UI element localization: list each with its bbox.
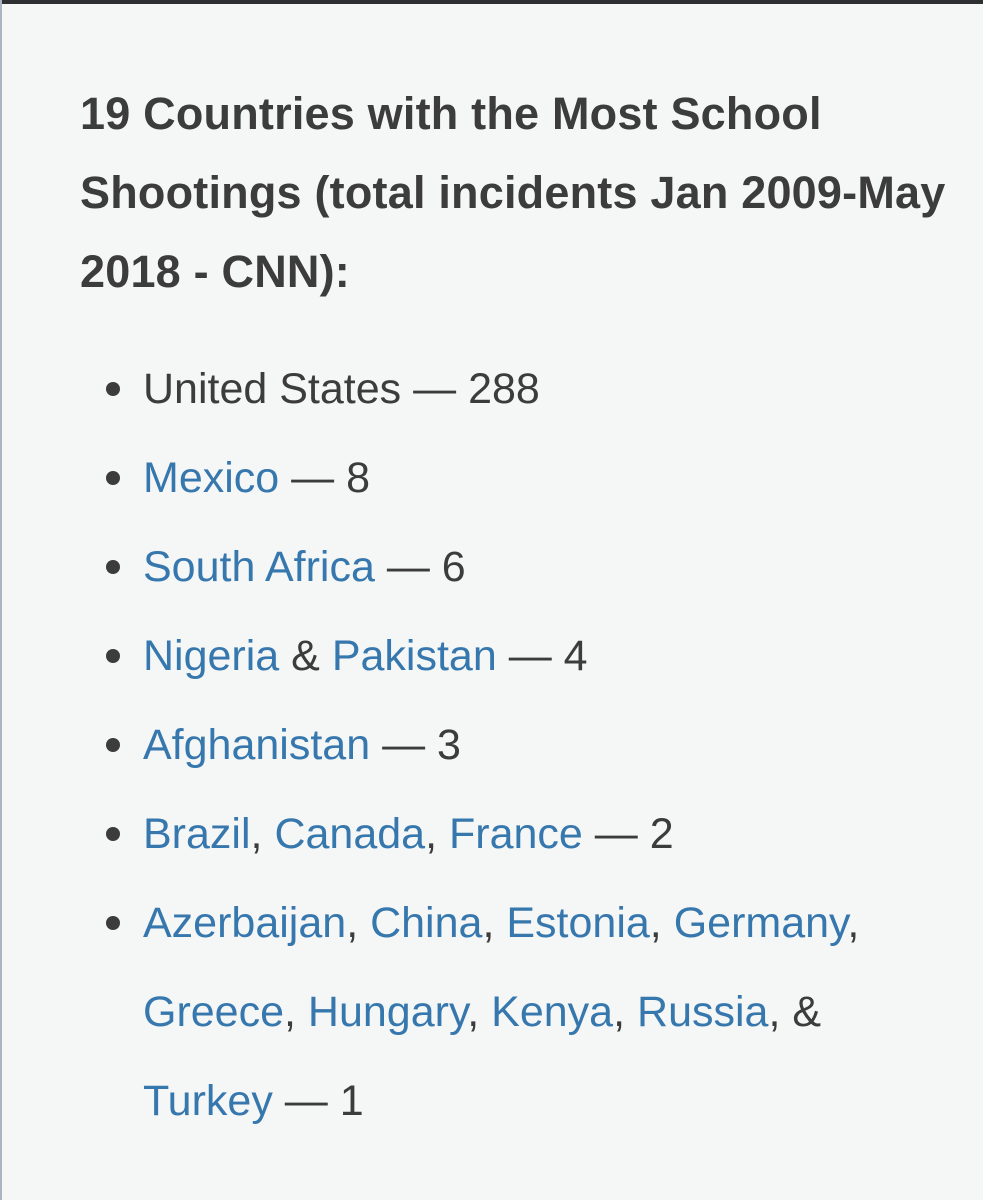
bullet-icon	[106, 916, 120, 930]
country-link-greece[interactable]: Greece	[143, 988, 285, 1036]
dash: —	[374, 543, 442, 591]
country-link-estonia[interactable]: Estonia	[506, 899, 650, 947]
country-link-russia[interactable]: Russia	[637, 988, 769, 1036]
list-item: Brazil, Canada, France — 2	[80, 790, 960, 879]
ampersand: &	[279, 632, 332, 680]
bullet-icon	[106, 560, 120, 574]
comma: ,	[467, 988, 492, 1036]
country-link-canada[interactable]: Canada	[274, 810, 426, 858]
count: 2	[649, 810, 674, 858]
dash: —	[279, 454, 347, 502]
country-list: United States — 288 Mexico — 8 South Afr…	[80, 345, 960, 1146]
country-text-united-states: United States	[143, 365, 402, 413]
comma: ,	[284, 988, 308, 1036]
count: 288	[468, 365, 540, 413]
country-link-pakistan[interactable]: Pakistan	[331, 632, 497, 680]
country-link-afghanistan[interactable]: Afghanistan	[143, 721, 371, 769]
comma: ,	[613, 988, 638, 1036]
comma: ,	[346, 899, 371, 947]
comma: ,	[482, 899, 507, 947]
country-link-france[interactable]: France	[448, 810, 583, 858]
list-item: Afghanistan — 3	[80, 701, 960, 790]
count: 3	[437, 721, 461, 769]
comma: ,	[250, 810, 275, 858]
country-link-south-africa[interactable]: South Africa	[143, 543, 375, 591]
left-border	[0, 0, 2, 1200]
dash: —	[496, 632, 564, 680]
bullet-icon	[106, 738, 120, 752]
top-bar	[0, 0, 983, 4]
country-link-brazil[interactable]: Brazil	[143, 810, 251, 858]
count: 6	[441, 543, 466, 591]
dash: —	[272, 1077, 340, 1125]
bullet-icon	[106, 827, 120, 841]
country-link-china[interactable]: China	[370, 899, 483, 947]
bullet-icon	[106, 471, 120, 485]
country-link-turkey[interactable]: Turkey	[143, 1077, 273, 1125]
count: 8	[346, 454, 371, 502]
dash: —	[370, 721, 438, 769]
comma: ,	[425, 810, 449, 858]
country-link-mexico[interactable]: Mexico	[143, 454, 280, 502]
list-item: United States — 288	[80, 345, 960, 434]
country-link-germany[interactable]: Germany	[673, 899, 848, 947]
last-separator: , &	[768, 988, 822, 1036]
country-link-hungary[interactable]: Hungary	[307, 988, 468, 1036]
comma: ,	[847, 899, 860, 947]
bullet-icon	[106, 649, 120, 663]
list-item: South Africa — 6	[80, 523, 960, 612]
count: 4	[563, 632, 588, 680]
bullet-icon	[106, 382, 120, 396]
article-heading: 19 Countries with the Most School Shooti…	[80, 88, 946, 297]
country-link-kenya[interactable]: Kenya	[491, 988, 614, 1036]
dash: —	[582, 810, 650, 858]
list-item: Azerbaijan, China, Estonia, Germany, Gre…	[80, 879, 960, 1146]
country-link-nigeria[interactable]: Nigeria	[143, 632, 280, 680]
list-item: Nigeria & Pakistan — 4	[80, 612, 960, 701]
dash: —	[401, 365, 469, 413]
country-link-azerbaijan[interactable]: Azerbaijan	[143, 899, 347, 947]
list-item: Mexico — 8	[80, 434, 960, 523]
comma: ,	[649, 899, 674, 947]
count: 1	[339, 1077, 364, 1125]
